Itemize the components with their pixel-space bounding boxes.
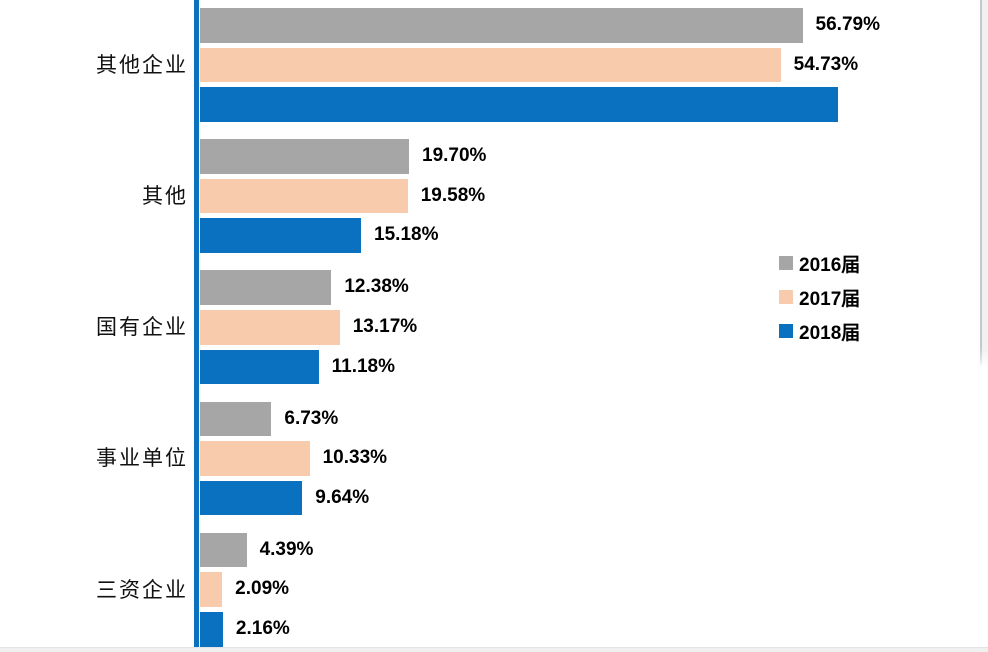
bar-value-label: 2.16% <box>235 618 290 639</box>
bar-2016届-其他 <box>200 139 410 174</box>
bar-value-label: 4.39% <box>259 538 314 560</box>
bar-value-label: 2.09% <box>235 578 290 600</box>
bar-2017届-其他企业 <box>200 47 781 83</box>
legend: 2016届 2017届 2018届 <box>779 246 860 348</box>
bar-2017届-事业单位 <box>200 441 310 476</box>
legend-label-2016: 2016届 <box>799 254 861 276</box>
bar-2018届-事业单位 <box>200 480 303 516</box>
bar-2018届-三资企业 <box>200 612 223 647</box>
bar-2017届-国有企业 <box>200 310 340 345</box>
page-bottom-edge <box>0 647 988 652</box>
bar-value-label: 15.18% <box>374 224 439 246</box>
bar-2016届-事业单位 <box>200 401 272 437</box>
legend-item-2016: 2016届 <box>779 246 860 280</box>
category-label: 其他 <box>142 184 188 209</box>
category-label: 国有企业 <box>96 315 188 340</box>
category-label: 其他企业 <box>96 52 188 77</box>
bar-value-label: 19.58% <box>420 184 486 206</box>
bar-value-label: 19.70% <box>422 145 487 167</box>
bar-value-label: 56.79% <box>815 14 880 35</box>
page-edge-line <box>980 0 982 368</box>
category-label: 事业单位 <box>96 446 188 471</box>
bar-value-label: 9.64% <box>315 486 370 508</box>
legend-label-2018: 2018届 <box>799 322 861 344</box>
legend-item-2018: 2018届 <box>779 314 860 348</box>
legend-swatch-2018 <box>779 324 793 338</box>
bar-value-label: 12.38% <box>344 276 409 298</box>
bar-value-label: 6.73% <box>284 407 339 429</box>
legend-item-2017: 2017届 <box>779 280 860 314</box>
legend-swatch-2017 <box>779 290 793 304</box>
bar-value-label: 13.17% <box>352 316 418 337</box>
bar-2016届-国有企业 <box>200 270 332 305</box>
bar-value-label: 10.33% <box>322 447 388 469</box>
bar-value-label: 54.73% <box>793 53 859 75</box>
bar-2017届-其他 <box>200 178 408 214</box>
legend-label-2017: 2017届 <box>799 288 861 310</box>
bar-2018届-其他 <box>200 218 362 253</box>
category-axis-line <box>194 0 199 647</box>
page-edge-right <box>980 0 988 368</box>
bar-2016届-其他企业 <box>200 8 803 43</box>
bar-value-label: 11.18% <box>331 355 396 377</box>
category-label: 三资企业 <box>96 577 188 602</box>
bar-2016届-三资企业 <box>200 532 247 568</box>
bar-2017届-三资企业 <box>200 572 223 607</box>
bar-2018届-国有企业 <box>200 349 319 385</box>
bar-2018届-其他企业 <box>200 87 838 122</box>
legend-swatch-2016 <box>779 256 793 270</box>
